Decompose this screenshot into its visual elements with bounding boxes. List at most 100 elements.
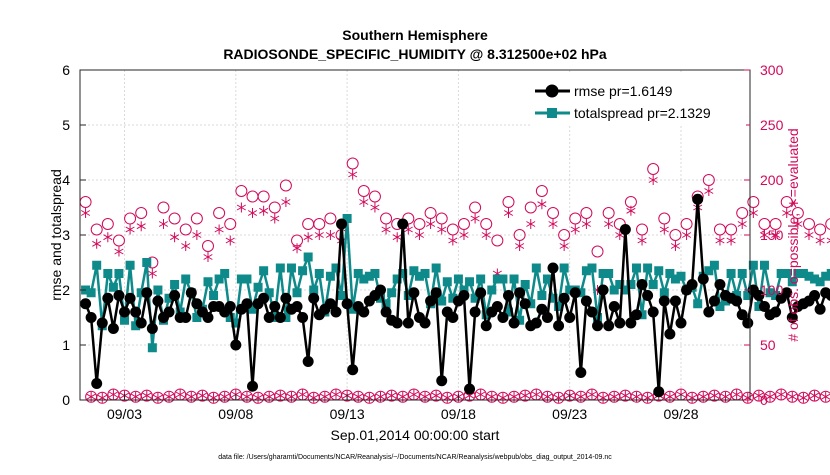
y-right-tick-label: 300 [760,62,784,78]
rmse-point [91,378,103,389]
obs-possible-point [680,218,693,230]
totalspread-point [353,269,363,278]
obs-possible-point [357,185,370,197]
y-left-tick-label: 4 [62,172,70,188]
totalspread-point [509,274,519,284]
data-file-footnote: data file: /Users/gharamti/Documents/NCA… [218,454,612,461]
totalspread-point [804,271,814,281]
totalspread-point [403,291,413,300]
rmse-point [664,328,676,340]
obs-evaluated-point [598,392,608,403]
rmse-point [469,306,481,318]
totalspread-point [309,285,319,295]
obs-evaluated-point [314,230,324,240]
rmse-point [280,292,292,304]
rmse-point [809,290,821,301]
x-tick-label: 09/23 [552,406,587,422]
totalspread-point [615,280,625,289]
obs-possible-point [446,223,459,236]
obs-evaluated-point [414,230,425,240]
obs-evaluated-point [192,230,202,240]
totalspread-point [581,266,591,276]
obs-evaluated-point [704,186,714,196]
rmse-point [130,306,142,318]
rmse-point [658,295,670,307]
rmse-point [653,386,665,398]
totalspread-point [314,269,324,278]
obs-possible-point [168,212,181,225]
totalspread-point [726,269,736,278]
totalspread-point [715,302,725,311]
totalspread-point [120,315,130,325]
obs-evaluated-point [759,230,770,240]
obs-evaluated-point [809,390,820,401]
y-axis-left-label: rmse and totalspread [48,169,64,301]
obs-evaluated-point [147,268,157,279]
rmse-point [408,287,420,299]
obs-possible-point [257,190,270,203]
obs-evaluated-point [270,213,280,224]
totalspread-point [253,282,263,292]
totalspread-point [537,291,547,300]
obs-evaluated-point [559,241,569,251]
rmse-point [96,317,108,329]
totalspread-point [554,302,564,311]
totalspread-point [810,274,820,284]
rmse-point [530,317,542,329]
rmse-point [458,290,470,301]
obs-evaluated-point [409,389,419,400]
obs-evaluated-point [687,392,697,403]
totalspread-point [637,310,647,320]
obs-evaluated-point [142,390,152,401]
obs-evaluated-point [459,230,469,240]
obs-possible-point [814,223,827,236]
totalspread-point [648,280,658,289]
rmse-point [753,290,765,301]
rmse-point [714,279,726,290]
obs-evaluated-point [425,219,436,229]
obs-possible-point [235,185,248,197]
totalspread-point [164,293,174,303]
totalspread-point [604,269,614,278]
y-right-tick-label: 0 [760,392,768,408]
rmse-point [230,339,242,351]
y-left-tick-label: 3 [62,227,70,243]
x-tick-label: 09/13 [330,406,365,422]
totalspread-point [392,274,402,284]
obs-possible-point [268,201,281,214]
obs-evaluated-point [659,224,669,235]
obs-evaluated-point [197,390,208,401]
totalspread-point [231,318,241,328]
obs-possible-point [213,207,226,219]
obs-possible-point [736,207,749,219]
obs-possible-point [569,212,582,225]
obs-possible-point [725,223,738,236]
rmse-point [647,306,659,318]
obs-evaluated-point [481,230,491,240]
totalspread-point [375,293,385,303]
obs-evaluated-point [175,389,185,400]
obs-possible-point [90,223,103,236]
obs-evaluated-point [787,391,797,402]
y-right-tick-label: 200 [760,172,784,188]
rmse-point [135,317,147,329]
totalspread-point [709,260,719,270]
totalspread-point [170,280,180,289]
obs-evaluated-point [765,391,775,402]
legend-spread-marker [547,108,557,118]
rmse-point [781,287,793,299]
totalspread-point [270,313,280,322]
totalspread-point [643,263,653,273]
rmse-point [480,320,492,332]
rmse-point [708,295,720,307]
rmse-point [258,292,270,304]
obs-possible-point [196,389,209,402]
rmse-point [291,301,303,312]
rmse-point [297,312,309,323]
rmse-point [247,380,259,392]
obs-evaluated-point [798,392,809,403]
obs-evaluated-point [309,392,319,403]
obs-evaluated-point [648,175,658,185]
y-left-tick-label: 2 [62,282,70,298]
